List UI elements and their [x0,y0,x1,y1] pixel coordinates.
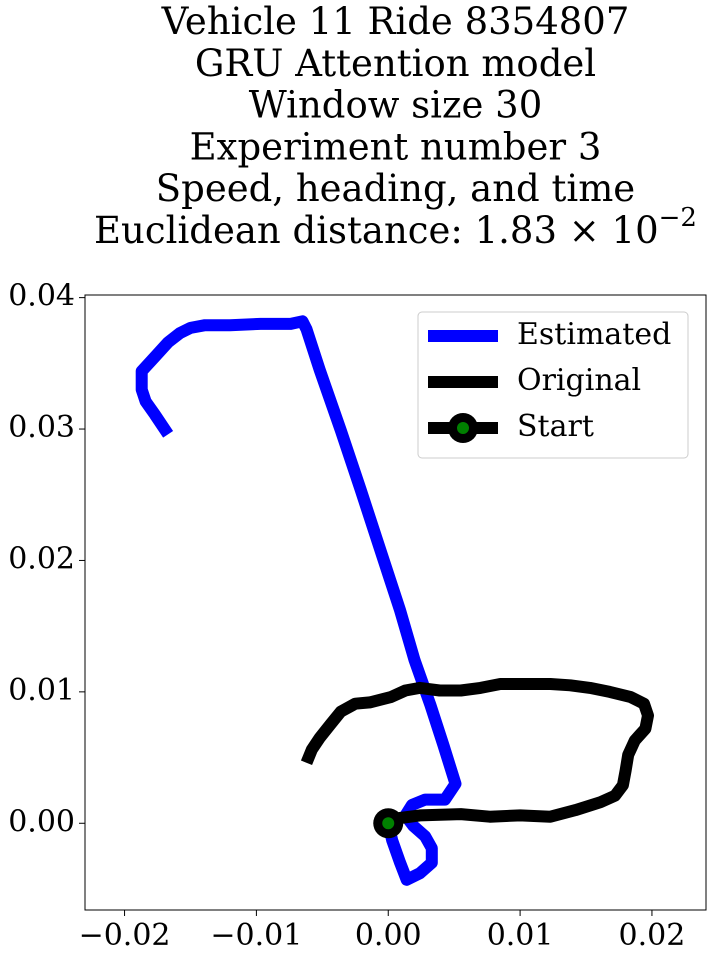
chart-title: Window size 30 [249,83,543,126]
legend-label: Start [517,409,594,444]
legend-box [417,311,689,459]
chart-title: Experiment number 3 [190,125,602,168]
y-tick-label: 0.02 [8,541,75,576]
title-line: Experiment number 3 [190,125,602,168]
legend-marker-center [457,422,469,434]
series-line [135,315,462,886]
y-tick-label: 0.00 [8,804,75,839]
y-tick-label: 0.03 [8,410,75,445]
title-line: Euclidean distance: 1.83 × 10 [94,209,659,252]
legend-label: Original [517,363,641,398]
title-line: Window size 30 [249,83,543,126]
x-tick-label: −0.01 [210,918,302,953]
title-superscript: −2 [659,203,697,233]
start-marker-center [382,817,395,830]
chart-title: Speed, heading, and time [156,167,635,210]
title-line: GRU Attention model [195,41,596,84]
x-tick-label: 0.01 [487,918,554,953]
x-tick-label: 0.02 [619,918,686,953]
title-line: Speed, heading, and time [156,167,635,210]
legend-label: Estimated [517,317,671,352]
title-line: Vehicle 11 Ride 8354807 [161,0,630,43]
chart-title: Vehicle 11 Ride 8354807 [161,0,630,43]
x-tick-label: −0.02 [79,918,171,953]
plot-area [135,315,654,886]
axes-frame [84,294,707,911]
series-line [300,678,654,829]
chart-title: Euclidean distance: 1.83 × 10−2 [94,203,697,252]
y-tick-label: 0.04 [8,279,75,314]
x-tick-label: 0.00 [355,918,422,953]
y-tick-label: 0.01 [8,673,75,708]
chart-title: GRU Attention model [195,41,596,84]
